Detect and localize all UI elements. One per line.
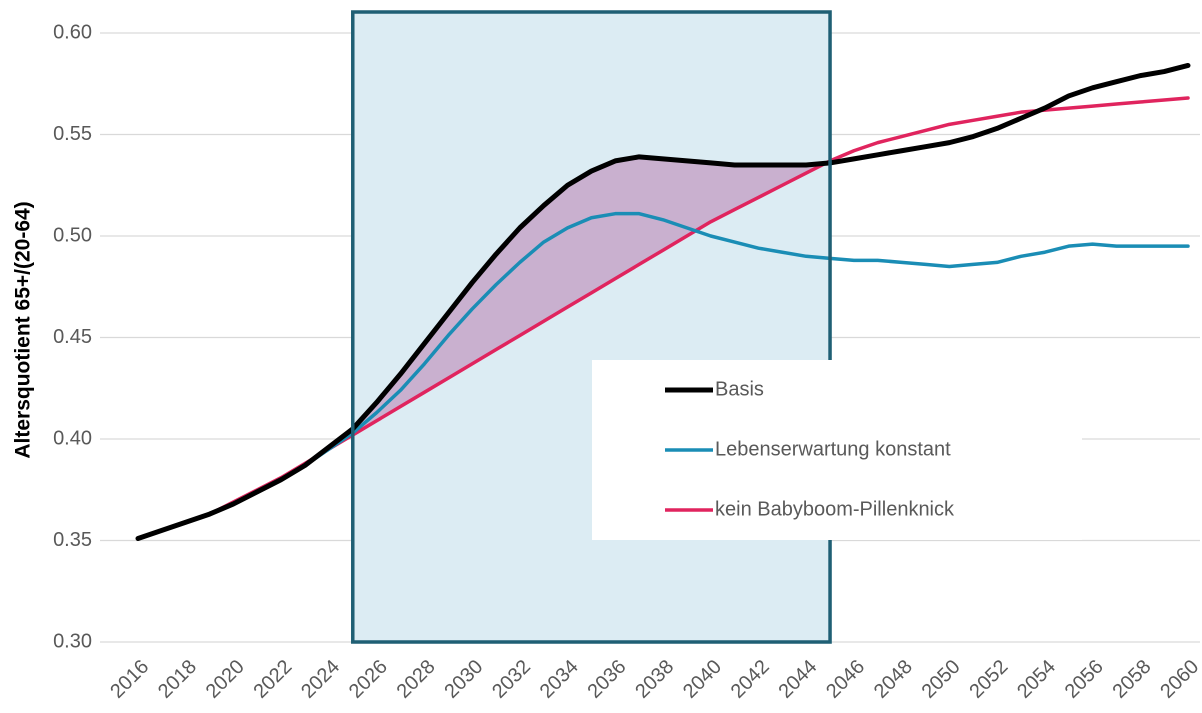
x-tick-label: 2016 [106,656,153,703]
x-tick-label: 2056 [1061,656,1108,703]
x-tick-label: 2030 [440,656,487,703]
x-tick-label: 2038 [631,656,678,703]
legend: Basis Lebenserwartung konstant kein Babybo… [592,360,1082,540]
highlight-border [351,10,832,644]
x-tick-label: 2022 [249,656,296,703]
x-tick-label: 2020 [202,656,249,703]
highlight-box [352,12,831,642]
y-tick-label: 0.30 [53,630,92,652]
y-tick-label: 0.45 [53,326,92,348]
x-tick-label: 2018 [154,656,201,703]
x-tick-label: 2054 [1013,656,1060,703]
y-axis-label: Altersquotient 65+/(20-64) [12,201,35,458]
x-tick-label: 2040 [679,656,726,703]
x-tick-label: 2044 [774,656,821,703]
x-tick-label: 2048 [870,656,917,703]
series-line [135,62,1191,541]
x-tick-label: 2060 [1156,656,1202,703]
x-tick-label: 2032 [488,656,535,703]
y-tick-label: 0.55 [53,123,92,145]
x-tick-label: 2046 [822,656,869,703]
legend-label: Lebenserwartung konstant [715,438,951,460]
x-tick-label: 2050 [918,656,965,703]
x-tick-label: 2042 [727,656,774,703]
y-tick-label: 0.35 [53,529,92,551]
legend-label: Basis [715,378,764,400]
y-tick-label: 0.50 [53,224,92,246]
x-tick-label: 2026 [345,656,392,703]
x-tick-label: 2028 [393,656,440,703]
x-tick-label: 2058 [1109,656,1156,703]
y-tick-label: 0.60 [53,21,92,43]
y-tick-label: 0.40 [53,427,92,449]
x-tick-label: 2024 [297,656,344,703]
x-tick-label: 2052 [965,656,1012,703]
legend-label: kein Babyboom-Pillenknick [715,498,955,520]
x-tick-label: 2036 [584,656,631,703]
x-tick-label: 2034 [536,656,583,703]
